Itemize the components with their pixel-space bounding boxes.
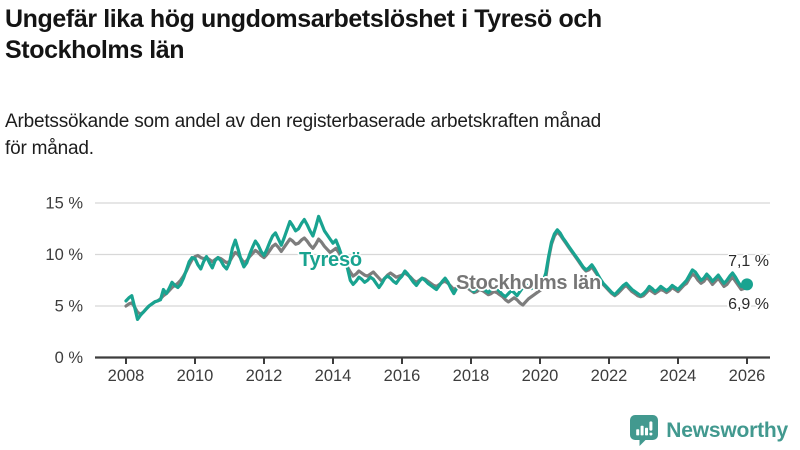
y-tick-label: 0 %: [55, 349, 84, 367]
x-axis: [95, 356, 770, 364]
subtitle-line-1: Arbetssökande som andel av den registerb…: [5, 111, 602, 132]
title-line-2: Stockholms län: [5, 36, 185, 64]
x-tick-label: 2024: [660, 367, 697, 385]
series-lines: [124, 214, 753, 321]
x-tick-label: 2018: [453, 367, 490, 385]
y-tick-label: 5 %: [55, 298, 84, 316]
newsworthy-logo[interactable]: Newsworthy: [629, 414, 788, 447]
x-tick-label: 2014: [315, 367, 352, 385]
axis-tick-labels: 15 % 10 % 5 % 0 % 2008 2010 2012 2014 2016 2018 20…: [45, 195, 765, 386]
x-tick-label: 2022: [591, 367, 628, 385]
end-value-label-tyreso: 7,1 %: [728, 253, 769, 270]
page-title: Ungefär lika hög ungdomsarbetslöshet i T…: [5, 4, 785, 66]
newsworthy-wordmark: Newsworthy: [666, 418, 788, 442]
end-value-label-stockholms-lan: 6,9 %: [728, 296, 769, 313]
newsworthy-bubble-icon: [630, 415, 659, 446]
x-tick-label: 2026: [729, 367, 766, 385]
x-tick-label: 2020: [522, 367, 559, 385]
series-end-dot: [741, 278, 753, 291]
series-line-tyres-: [124, 214, 749, 321]
series-label-stockholms-lan: Stockholms län: [456, 272, 602, 294]
x-tick-label: 2008: [108, 367, 145, 385]
x-tick-label: 2010: [177, 367, 214, 385]
series-label-tyreso: Tyresö: [299, 249, 362, 271]
subtitle-line-2: för månad.: [5, 138, 94, 159]
series-line-stockholms-l-n: [124, 230, 749, 316]
chart-subtitle: Arbetssökande som andel av den registerb…: [5, 108, 795, 162]
x-tick-label: 2016: [384, 367, 421, 385]
y-tick-label: 15 %: [45, 195, 83, 213]
x-tick-label: 2012: [246, 367, 283, 385]
y-tick-label: 10 %: [45, 246, 83, 264]
gridlines: [95, 202, 770, 307]
title-line-1: Ungefär lika hög ungdomsarbetslöshet i T…: [5, 5, 602, 33]
